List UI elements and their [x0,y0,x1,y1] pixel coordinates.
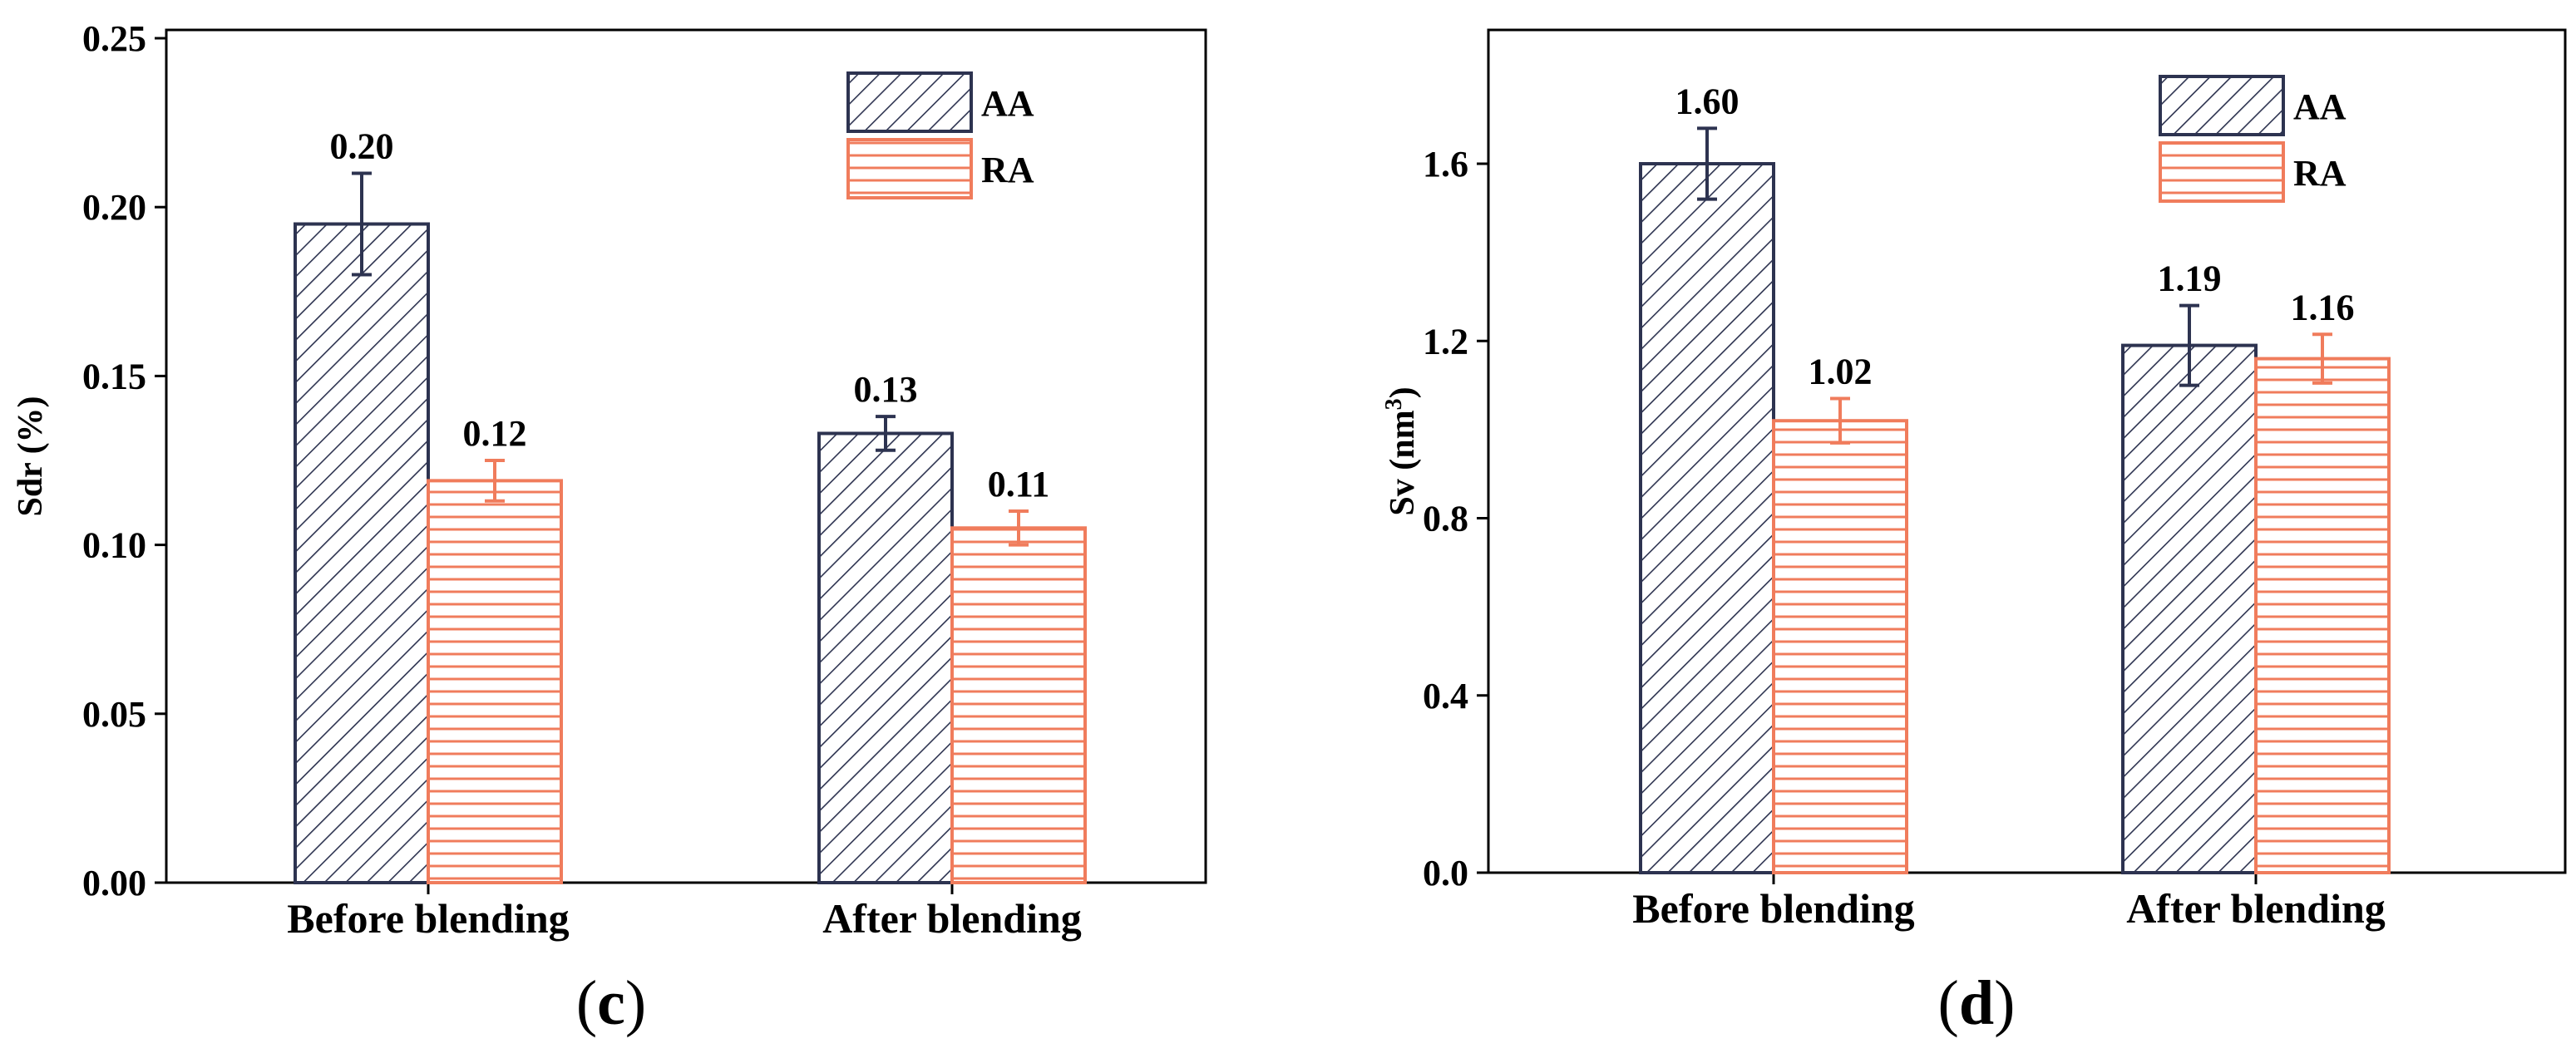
y-axis-label: Sv (nm3) [1381,386,1423,515]
data-label: 1.16 [2291,287,2355,327]
legend-swatch-ra [2159,141,2285,203]
data-label: 1.60 [1675,81,1740,121]
data-label: 0.12 [463,413,527,454]
y-tick-label: 0.8 [1423,499,1468,539]
data-label: 0.20 [330,126,394,167]
x-category-label: Before blending [287,895,569,942]
x-category-label: Before blending [1632,885,1914,932]
data-label: 0.13 [854,369,918,410]
legend-label-aa: AA [2293,86,2347,127]
chart-panel-d: 0.0 0.4 0.8 1.2 1.6 Sv (nm3) Before blending 1.… [1381,28,2567,1038]
legend-swatch-ra [846,138,973,199]
plot-frame [165,28,1207,884]
bar-aa-after [817,431,954,884]
panel-label: (c) [576,968,646,1038]
bar-ra-before [1772,419,1908,874]
bar-aa-before [1639,162,1775,874]
plot-frame [1487,28,2567,874]
data-label: 1.02 [1809,352,1873,392]
legend-label-ra: RA [2293,153,2347,194]
legend-swatch-aa [846,71,973,133]
data-label: 0.11 [988,464,1050,504]
legend-label-aa: AA [981,83,1034,124]
legend-swatch-aa [2159,75,2285,136]
bar-aa-before [294,222,430,884]
bar-aa-after [2121,343,2258,874]
bar-ra-before [427,479,563,884]
y-tick-label: 0.20 [82,187,146,228]
bar-ra-after [2254,357,2391,874]
y-tick-label: 0.25 [82,18,146,59]
legend-label-ra: RA [981,150,1034,190]
y-tick-label: 1.6 [1423,144,1468,185]
y-tick-label: 1.2 [1423,321,1468,362]
data-label: 1.19 [2158,258,2222,299]
y-tick-label: 0.10 [82,525,146,566]
x-category-label: After blending [2126,885,2386,932]
chart-panel-c: 0.00 0.05 0.10 0.15 0.20 0.25 Sdr (%) Before bl… [12,18,1207,1038]
panel-label: (d) [1938,968,2016,1038]
x-category-label: After blending [822,895,1082,942]
y-axis-label: Sdr (%) [12,396,50,516]
y-tick-label: 0.05 [82,694,146,735]
y-tick-label: 0.00 [82,863,146,903]
y-tick-label: 0.15 [82,356,146,396]
bar-ra-after [950,526,1087,885]
y-tick-label: 0.0 [1423,853,1468,893]
y-tick-label: 0.4 [1423,676,1468,716]
